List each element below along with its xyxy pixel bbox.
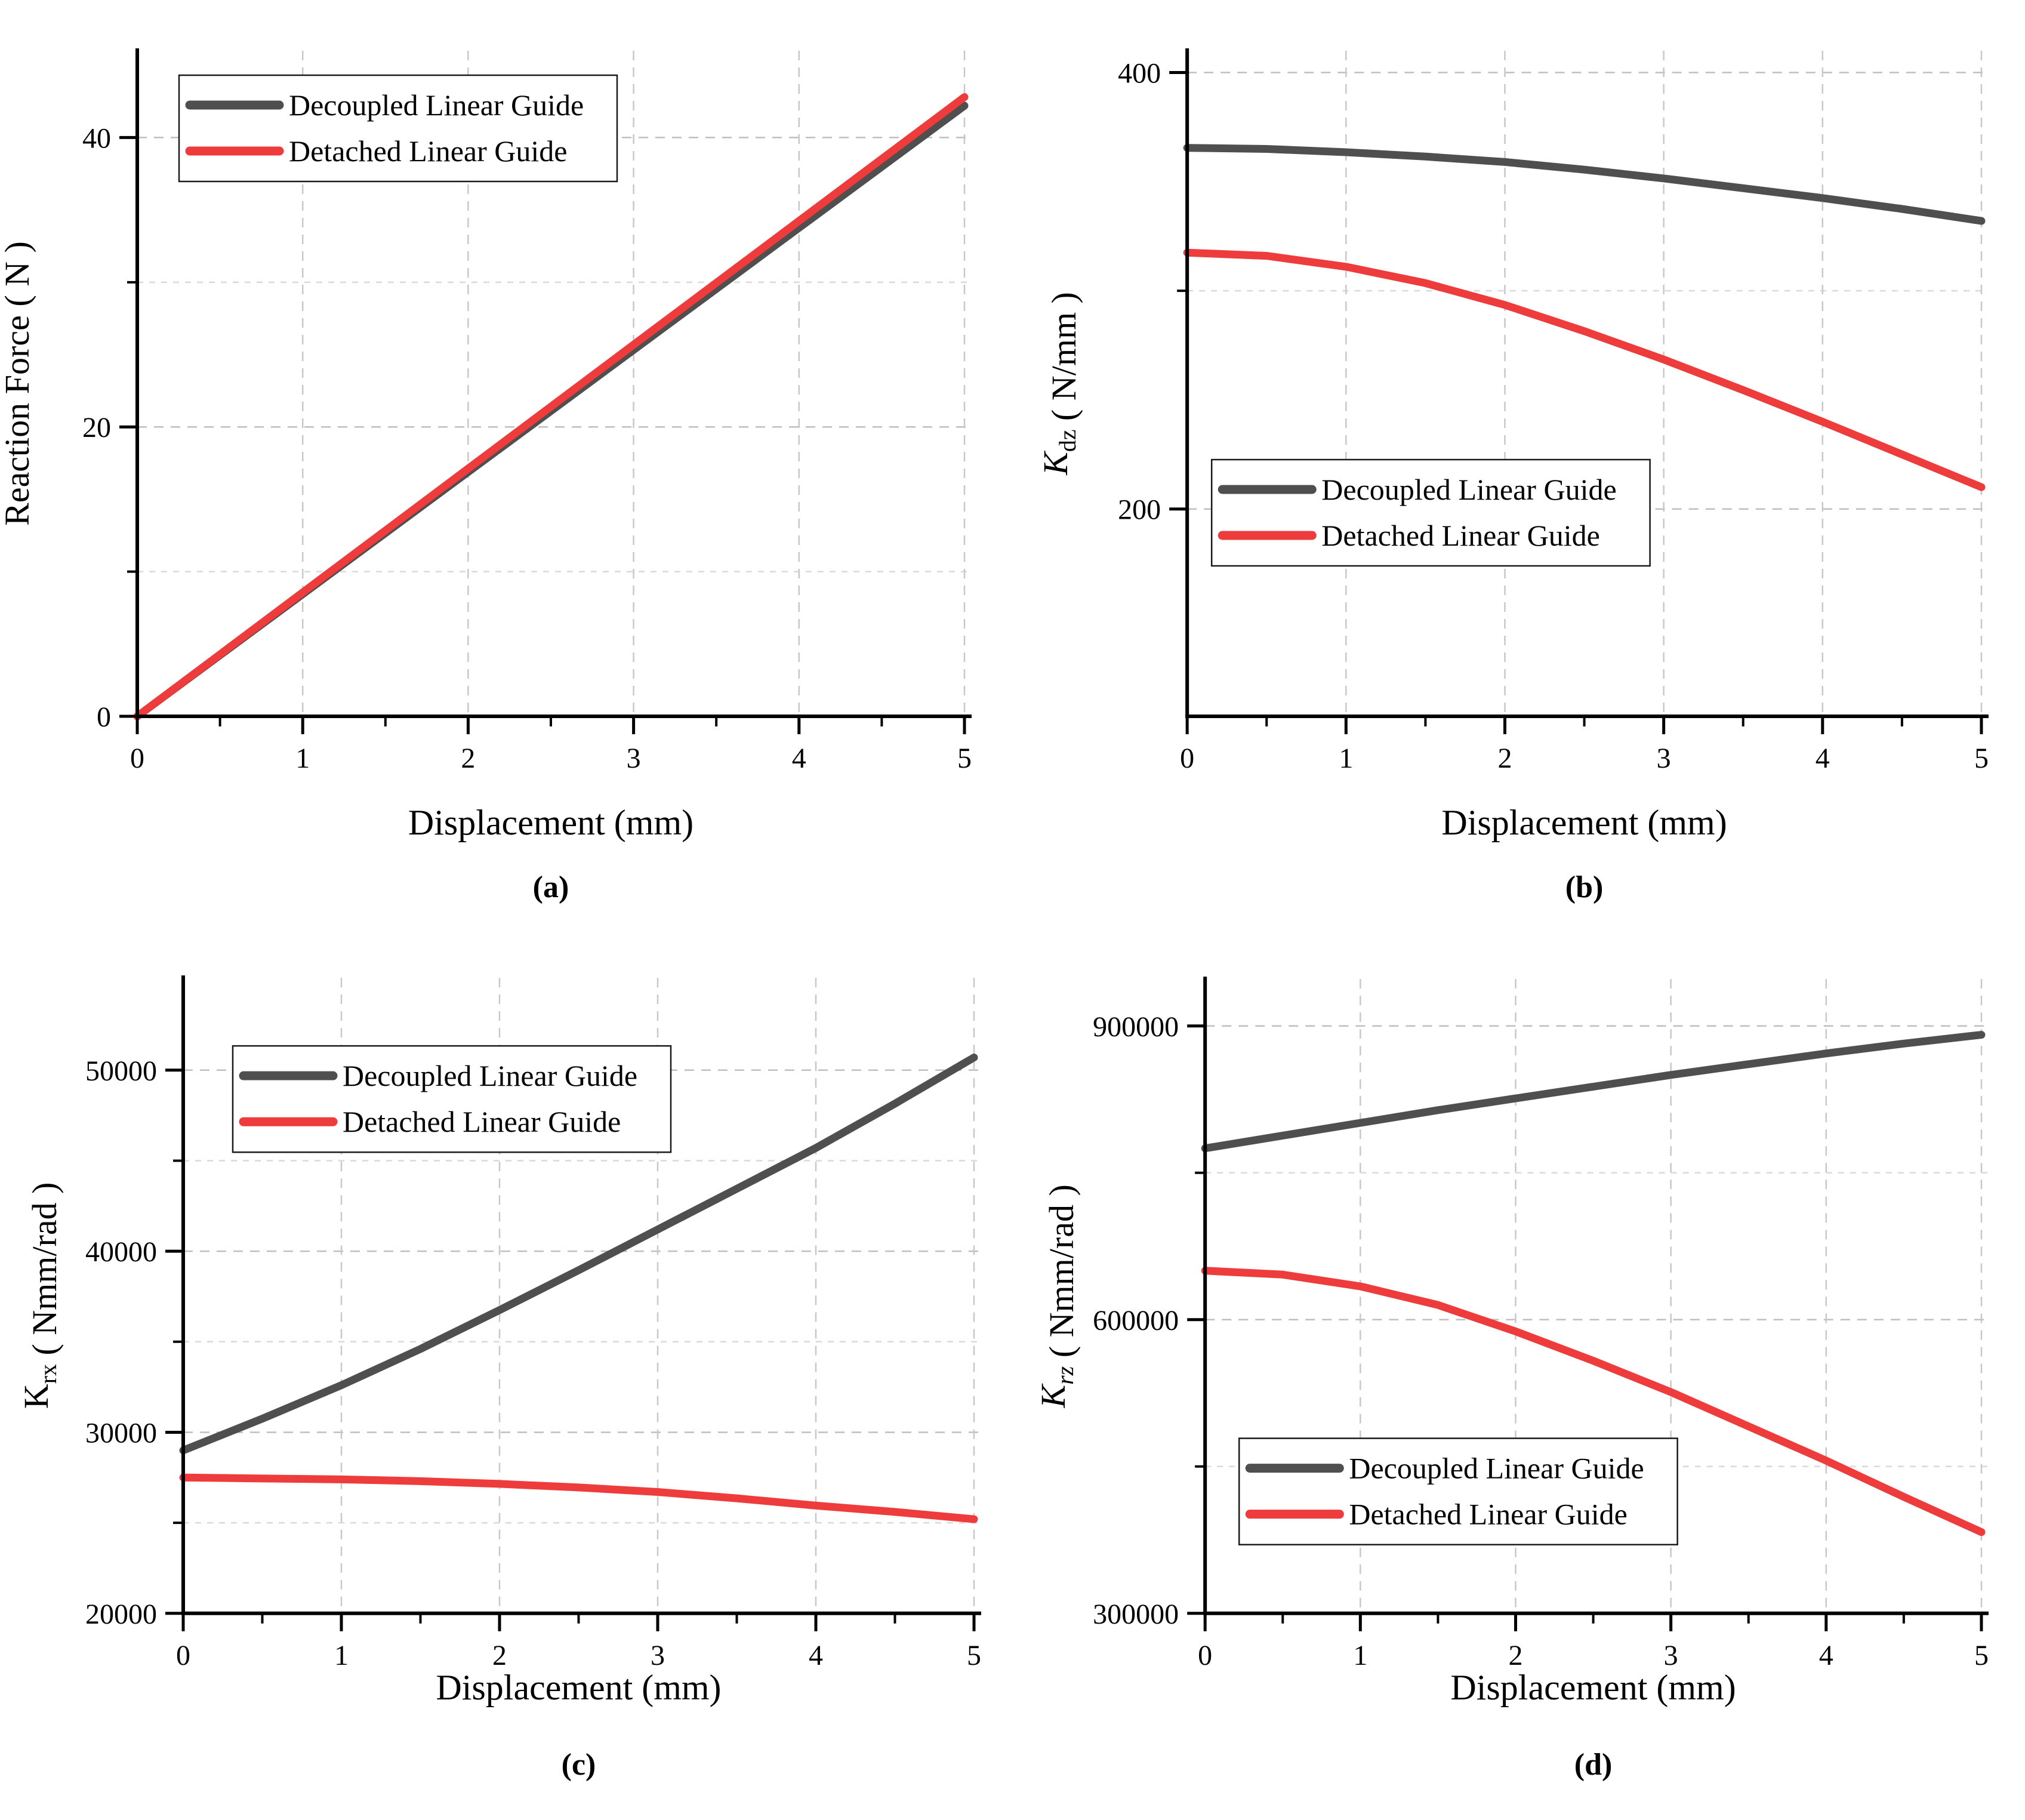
y-tick-label: 0: [97, 701, 111, 733]
x-tick-label: 4: [809, 1640, 823, 1671]
y-tick-label: 30000: [85, 1417, 157, 1449]
series-line: [1183, 144, 1986, 225]
x-tick-label: 0: [1180, 743, 1194, 774]
series-line: [1201, 1031, 1986, 1153]
x-tick-label: 5: [1974, 743, 1989, 774]
x-tick-label: 4: [1819, 1640, 1833, 1671]
x-tick-label: 4: [1816, 743, 1830, 774]
legend-label: Detached Linear Guide: [1349, 1498, 1628, 1531]
y-tick-label: 50000: [85, 1055, 157, 1087]
y-tick-label: 300000: [1093, 1599, 1179, 1630]
y-tick-label: 200: [1118, 494, 1161, 526]
kdz-stiffness-chart: 200 400 0 1 2 3 4 5 Decoupled Linear Guide Detach…: [1036, 48, 1989, 904]
x-tick-label: 2: [492, 1640, 507, 1671]
panel-c: 20000 30000 40000 50000 0 1 2 3 4 5 Decoupled Line…: [0, 910, 1012, 1820]
panel-a: 0 20 40 0 1 2 3 4 5 Decoupled Linear Guide Detache…: [0, 0, 1012, 910]
y-tick-label: 40: [82, 122, 111, 154]
x-tick-label: 1: [1353, 1640, 1367, 1671]
x-tick-label: 0: [176, 1640, 190, 1671]
x-tick-label: 5: [1974, 1640, 1989, 1671]
y-axis-title: Krx ( Nmm/rad ): [17, 1182, 64, 1409]
x-tick-label: 0: [130, 743, 144, 774]
reaction-force-chart: 0 20 40 0 1 2 3 4 5 Decoupled Linear Guide Detache…: [0, 48, 972, 904]
y-tick-label: 20: [82, 412, 111, 444]
legend-label: Decoupled Linear Guide: [1321, 473, 1616, 506]
x-tick-label: 3: [651, 1640, 665, 1671]
panel-letter: (c): [562, 1748, 596, 1782]
series-line: [1201, 1267, 1986, 1536]
x-tick-label: 5: [967, 1640, 981, 1671]
krz-stiffness-chart: 300000 600000 900000 0 1 2 3 4 5 Decoupled Linear…: [1034, 977, 1989, 1782]
legend-box: [232, 1045, 672, 1153]
x-tick-label: 2: [1497, 743, 1512, 774]
legend-label: Decoupled Linear Guide: [289, 88, 584, 122]
legend-box: [1238, 1437, 1678, 1545]
x-tick-label: 3: [1657, 743, 1671, 774]
x-tick-label: 0: [1198, 1640, 1212, 1671]
legend-label: Decoupled Linear Guide: [1349, 1452, 1644, 1485]
panel-d: 300000 600000 900000 0 1 2 3 4 5 Decoupled Linear…: [1012, 910, 2025, 1820]
y-tick-label: 400: [1118, 58, 1161, 90]
y-tick-label: 40000: [85, 1236, 157, 1268]
y-tick-label: 900000: [1093, 1011, 1179, 1043]
x-tick-label: 3: [1664, 1640, 1678, 1671]
series-line: [1183, 248, 1986, 491]
x-axis-title: Displacement (mm): [1441, 803, 1727, 842]
x-axis-title: Displacement (mm): [1450, 1668, 1736, 1707]
panel-letter: (b): [1565, 870, 1604, 904]
legend-label: Decoupled Linear Guide: [343, 1059, 637, 1092]
legend-label: Detached Linear Guide: [343, 1105, 621, 1138]
y-axis-title: Reaction Force ( N ): [0, 241, 36, 526]
x-tick-label: 2: [1508, 1640, 1522, 1671]
x-axis-title: Displacement (mm): [436, 1668, 721, 1707]
series-line: [179, 1473, 978, 1523]
panel-b: 200 400 0 1 2 3 4 5 Decoupled Linear Guide Detach…: [1012, 0, 2025, 910]
legend-box: [1210, 458, 1651, 567]
krx-stiffness-chart: 20000 30000 40000 50000 0 1 2 3 4 5 Decoupled Line…: [17, 975, 981, 1782]
legend-label: Detached Linear Guide: [1321, 519, 1600, 552]
y-tick-label: 600000: [1093, 1305, 1179, 1336]
series-line: [133, 93, 969, 720]
legend-box: [178, 74, 618, 183]
series-line: [179, 1054, 978, 1455]
x-tick-label: 3: [627, 743, 641, 774]
legend-label: Detached Linear Guide: [289, 134, 567, 168]
x-tick-label: 1: [334, 1640, 349, 1671]
y-tick-label: 20000: [85, 1599, 157, 1630]
panel-letter: (a): [533, 870, 569, 904]
x-tick-label: 4: [792, 743, 806, 774]
x-tick-label: 2: [461, 743, 475, 774]
panel-letter: (d): [1574, 1748, 1613, 1782]
x-tick-label: 1: [295, 743, 310, 774]
x-tick-label: 1: [1339, 743, 1353, 774]
x-tick-label: 5: [957, 743, 972, 774]
x-axis-title: Displacement (mm): [408, 803, 694, 842]
y-axis-title: Kdz ( N/mm ): [1036, 292, 1083, 476]
y-axis-title: Krz ( Nmm/rad ): [1034, 1184, 1081, 1408]
